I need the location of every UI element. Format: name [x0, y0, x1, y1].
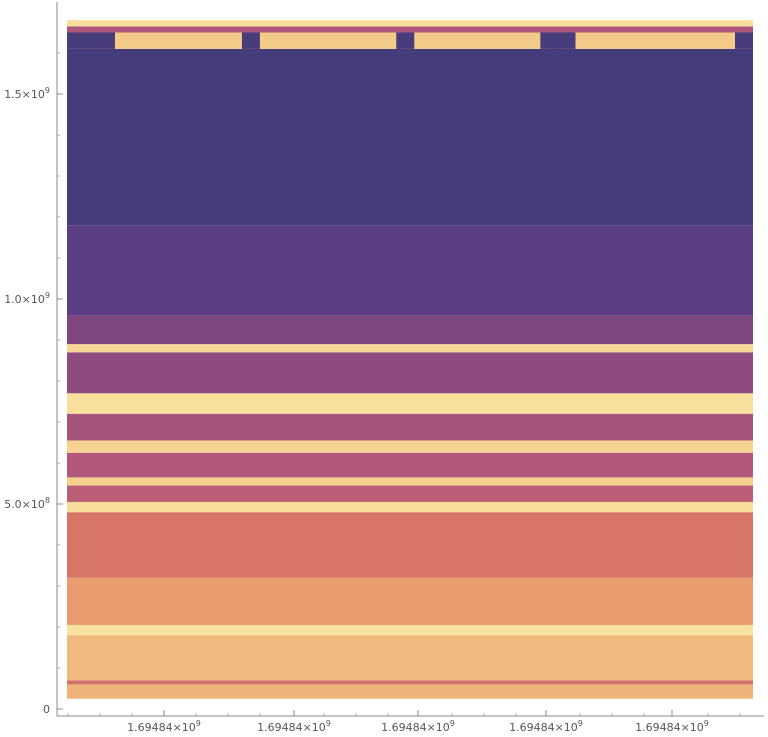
heatmap-band-1	[67, 680, 753, 685]
heatmap-band-9	[67, 452, 753, 478]
y-tick-label-1: 5.0×108	[4, 496, 50, 511]
heatmap-band-4	[67, 577, 753, 625]
y-tick-label-3: 1.5×109	[4, 86, 50, 101]
heatmap-band-7	[67, 485, 753, 502]
x-tick-label-0: 1.69484×109	[127, 719, 201, 734]
x-tick-label-1: 1.69484×109	[257, 719, 331, 734]
heatmap-band-2	[67, 635, 753, 681]
heatmap-gap-1	[241, 32, 260, 49]
heatmap-band-3	[67, 624, 753, 636]
heatmap-band-11	[67, 413, 753, 441]
y-tick-label-0: 0	[43, 703, 50, 716]
heatmap-gaps	[67, 32, 753, 49]
heatmap-band-15	[67, 315, 753, 345]
heatmap-band-8	[67, 477, 753, 486]
tick-marks	[57, 52, 741, 716]
heatmap-bands	[67, 20, 753, 699]
heatmap-gap-5	[735, 32, 753, 49]
heatmap-band-6	[67, 501, 753, 513]
heatmap-gap-4	[557, 32, 576, 49]
axes	[56, 2, 764, 717]
heatmap-band-12	[67, 393, 753, 414]
tick-labels: 0 5.0×108 1.0×109 1.5×109 1.69484×109 1.69484…	[4, 86, 709, 734]
y-tick-label-2: 1.0×109	[4, 291, 50, 306]
heatmap-gap-2	[396, 32, 415, 49]
heatmap-band-14	[67, 344, 753, 353]
heatmap-band-20	[67, 20, 753, 27]
heatmap-band-19	[67, 26, 753, 33]
heatmap-band-16	[67, 225, 753, 316]
heatmap-band-13	[67, 352, 753, 394]
heatmap-band-10	[67, 440, 753, 453]
x-tick-label-2: 1.69484×109	[381, 719, 455, 734]
heatmap-gap-3	[540, 32, 559, 49]
heatmap-band-17	[67, 48, 753, 226]
heatmap-band-5	[67, 512, 753, 578]
x-tick-label-3: 1.69484×109	[509, 719, 583, 734]
heatmap-band-0	[67, 684, 753, 699]
x-tick-label-4: 1.69484×109	[635, 719, 709, 734]
heatmap-gap-0	[67, 32, 115, 49]
